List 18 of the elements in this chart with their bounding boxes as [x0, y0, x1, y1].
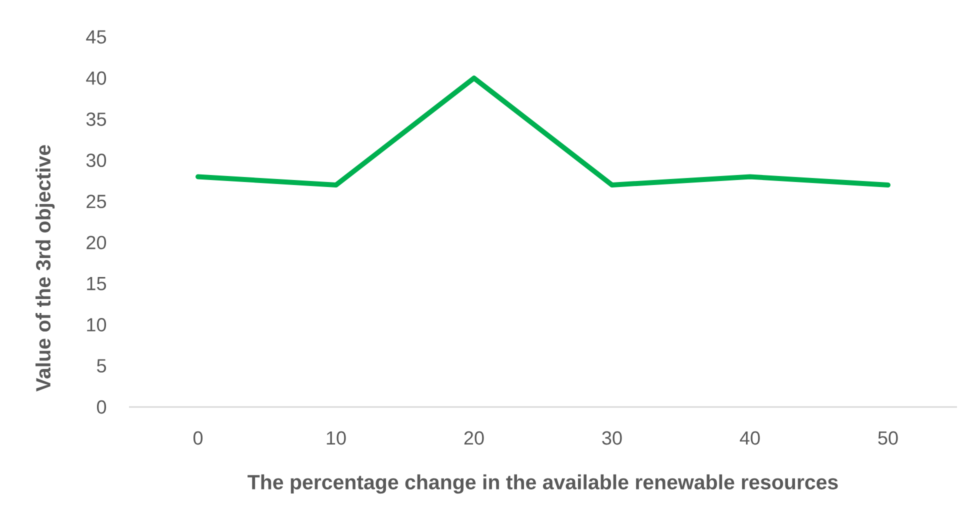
x-tick-label: 30 — [602, 431, 622, 445]
x-tick-label: 10 — [326, 431, 346, 445]
y-tick-label: 0 — [96, 400, 106, 414]
x-tick-label: 50 — [878, 431, 898, 445]
x-axis-title: The percentage change in the available renewable resources — [248, 474, 838, 494]
y-tick-label: 5 — [97, 359, 106, 373]
x-tick-label: 0 — [193, 431, 203, 445]
x-tick-label: 40 — [740, 431, 760, 445]
y-tick-label: 25 — [86, 194, 106, 208]
x-tick-label: 20 — [464, 431, 484, 445]
y-tick-label: 20 — [86, 236, 106, 250]
y-tick-label: 30 — [86, 154, 106, 168]
y-tick-label: 35 — [86, 112, 106, 126]
y-axis-title: Value of the 3rd objective — [36, 145, 55, 392]
y-tick-label: 45 — [86, 30, 106, 44]
y-tick-label: 40 — [86, 71, 106, 85]
y-tick-label: 15 — [87, 277, 106, 290]
y-tick-label: 10 — [87, 318, 106, 332]
